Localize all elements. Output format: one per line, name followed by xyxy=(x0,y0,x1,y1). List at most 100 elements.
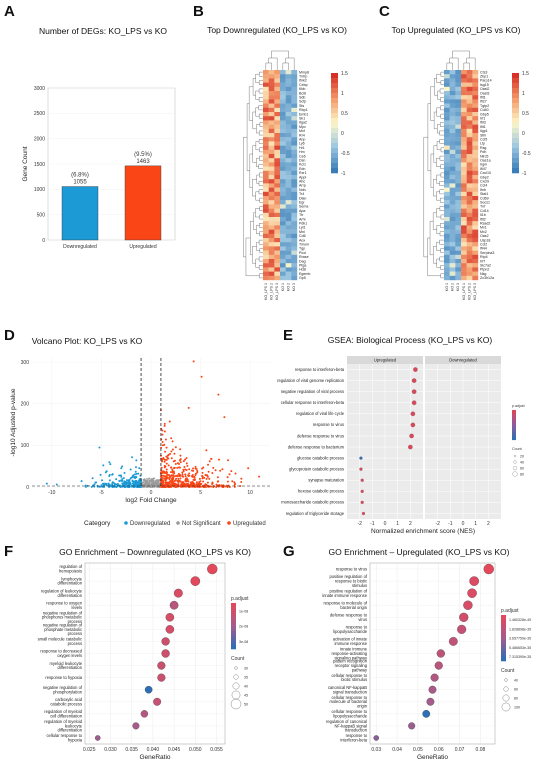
heatmap-cell xyxy=(274,229,281,234)
point-upregulated xyxy=(171,478,174,481)
gene-label-9: Cd40 xyxy=(480,108,489,112)
legend-color-step xyxy=(231,612,236,615)
heatmap-cell xyxy=(268,225,275,230)
point-downregulated xyxy=(104,482,107,485)
gene-label-30: Dlan xyxy=(299,196,306,200)
term-label-4-1: phosphorus metabolic xyxy=(42,615,82,620)
y-tick-label-0: 0 xyxy=(42,238,45,244)
gene-label-8: Sts xyxy=(299,104,304,108)
heatmap-cell xyxy=(444,162,450,167)
term-label-6-1: immune response xyxy=(334,641,367,646)
gene-label-17: Ly6 xyxy=(299,142,305,146)
heatmap-cell xyxy=(461,141,467,146)
legend-tick-label-2: 0.5 xyxy=(341,111,348,117)
legend-color-step xyxy=(512,123,519,129)
heatmap-cell xyxy=(449,259,456,264)
point-upregulated xyxy=(179,454,182,457)
point-downregulated xyxy=(135,482,138,485)
heatmap-cell xyxy=(280,74,286,79)
point-upregulated xyxy=(170,437,173,440)
point-upregulated xyxy=(163,430,166,433)
row-dendrogram-branch xyxy=(259,223,263,228)
heatmap-cell xyxy=(263,191,269,197)
go-point-2 xyxy=(173,588,183,598)
heatmap-cell xyxy=(263,208,269,213)
column-label-1: KO 2 xyxy=(451,283,455,291)
point-upregulated xyxy=(216,476,219,479)
panel-e-title: GSEA: Biological Process (KO_LPS vs KO) xyxy=(328,335,493,345)
panel-b-heatmap: Mmp8TnfrpIfnk2CebpKbbBcl6SdbScfpStsRbp1E… xyxy=(243,50,350,300)
heatmap-cell xyxy=(291,158,298,163)
row-dendrogram-branch xyxy=(437,124,441,134)
gene-label-31: Socs1 xyxy=(480,201,490,205)
gene-label-14: Iigp1 xyxy=(480,129,488,133)
row-dendrogram-branch xyxy=(440,265,444,270)
heatmap-cell xyxy=(472,91,479,96)
gene-label-10: Gbp5 xyxy=(480,112,489,116)
point-upregulated xyxy=(178,459,181,462)
legend-size-marker-3 xyxy=(512,471,518,477)
row-dendrogram-branch xyxy=(259,231,263,237)
point-not-significant xyxy=(150,478,153,480)
point-downregulated xyxy=(139,481,142,484)
heatmap-cell xyxy=(280,95,286,100)
go-point-6 xyxy=(448,637,458,646)
column-label-0: KO_LPS 1 xyxy=(264,283,268,300)
heatmap-cell xyxy=(449,179,456,184)
point-upregulated xyxy=(193,478,196,481)
point-upregulated xyxy=(185,462,188,465)
legend-color-step xyxy=(512,98,519,104)
heatmap-cell xyxy=(285,187,292,192)
go-point-3 xyxy=(463,600,473,610)
heatmap-cell xyxy=(455,212,462,218)
legend-color-step xyxy=(512,83,519,89)
point-upregulated xyxy=(168,482,171,485)
heatmap-cell xyxy=(268,217,275,222)
heatmap-cell xyxy=(466,263,473,268)
legend-color-step xyxy=(331,88,338,94)
point-downregulated xyxy=(129,468,132,471)
legend-color-step xyxy=(512,430,516,433)
heatmap-cell xyxy=(263,275,269,281)
heatmap-cell xyxy=(280,99,286,104)
gene-label-41: Tmem xyxy=(299,243,309,247)
legend-color-step xyxy=(331,168,338,174)
point-upregulated xyxy=(258,475,261,478)
point-upregulated xyxy=(193,476,196,479)
heatmap-cell xyxy=(455,154,462,159)
heatmap-cell xyxy=(285,78,292,83)
row-dendrogram-branch xyxy=(436,208,441,218)
point-downregulated xyxy=(135,476,138,479)
heatmap-cell xyxy=(268,179,275,184)
point-downregulated xyxy=(129,481,132,484)
heatmap-cell xyxy=(466,133,473,138)
heatmap-cell xyxy=(444,120,450,125)
heatmap-cell xyxy=(472,208,479,213)
point-upregulated xyxy=(171,440,174,443)
x-tick-label-0-2: 0 xyxy=(384,521,387,527)
legend-tick-label-2: 0.5 xyxy=(522,111,529,117)
heatmap-cell xyxy=(291,275,298,281)
heatmap-cell xyxy=(274,238,281,243)
gene-label-28: Ndn xyxy=(299,188,306,192)
point-downregulated xyxy=(135,459,138,462)
legend-size-marker-2 xyxy=(232,682,240,690)
row-dendrogram-branch xyxy=(259,130,263,136)
legend-size-label-3: 100 xyxy=(514,706,520,710)
legend-label-0: Downregulated xyxy=(130,521,170,527)
point-upregulated xyxy=(166,481,169,484)
heatmap-cell xyxy=(449,103,456,108)
heatmap-cell xyxy=(291,128,298,134)
row-dendrogram-branch xyxy=(436,174,441,184)
gene-label-28: Ifnb xyxy=(480,188,486,192)
gene-label-24: Cxcl10 xyxy=(480,171,491,175)
heatmap-cell xyxy=(263,204,269,209)
point-upregulated xyxy=(169,485,172,488)
heatmap-cell xyxy=(449,238,456,243)
go-point-1 xyxy=(190,576,201,586)
row-dendrogram-branch xyxy=(258,256,263,262)
heatmap-cell xyxy=(263,86,269,92)
col-dendrogram-branch xyxy=(265,62,272,70)
heatmap-cell xyxy=(466,179,473,184)
